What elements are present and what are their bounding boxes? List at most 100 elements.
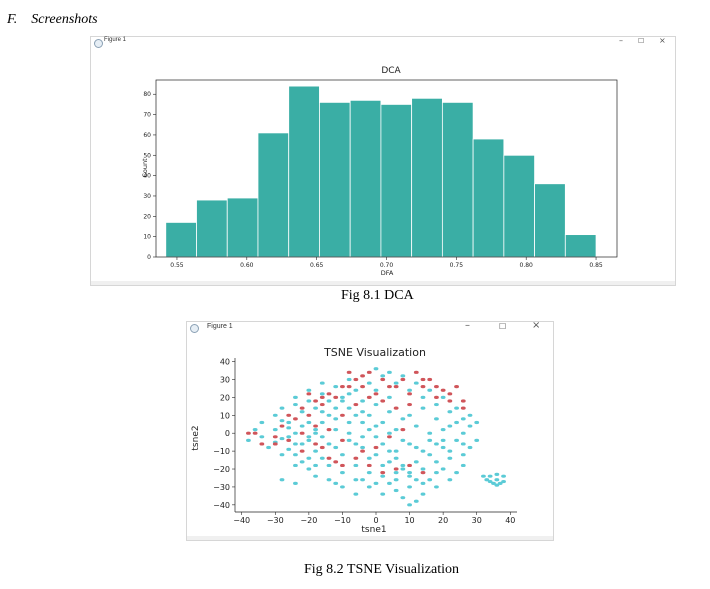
- scatter-point-cluster-a: [340, 395, 345, 399]
- scatter-point-cluster-b: [413, 370, 419, 374]
- scatter-point-cluster-a: [259, 435, 265, 439]
- scatter-point-cluster-a: [393, 428, 399, 432]
- scatter-point-cluster-a: [400, 463, 406, 468]
- scatter-point-cluster-a: [407, 474, 412, 478]
- scatter-point-cluster-a: [467, 413, 473, 417]
- scatter-point-cluster-b: [407, 392, 412, 396]
- section-heading: F. Screenshots: [7, 12, 98, 28]
- scatter-point-cluster-b: [313, 442, 318, 446]
- scatter-point-cluster-b: [279, 424, 285, 428]
- scatter-point-cluster-a: [293, 453, 298, 457]
- scatter-point-cluster-a: [293, 431, 298, 435]
- scatter-point-cluster-a: [393, 456, 399, 460]
- y-tick-label: 10: [143, 234, 151, 241]
- scatter-point-cluster-b: [393, 385, 399, 389]
- x-tick-label: 20: [438, 516, 448, 525]
- minimize-icon[interactable]: –: [465, 320, 470, 331]
- scatter-point-cluster-a: [353, 492, 359, 496]
- y-tick-label: 0: [147, 254, 151, 261]
- scatter-point-cluster-a: [427, 453, 433, 457]
- window-titlebar: Figure 1 – ☐ ×: [91, 36, 675, 49]
- scatter-point-cluster-a: [346, 377, 352, 382]
- scatter-point-cluster-a: [252, 428, 258, 432]
- scatter-point-cluster-a: [407, 471, 412, 475]
- scatter-point-cluster-b: [447, 399, 453, 403]
- scatter-point-cluster-a: [460, 431, 466, 435]
- y-axis-label: tsne2: [191, 425, 201, 450]
- scatter-point-cluster-a: [427, 438, 433, 442]
- scatter-point-cluster-a: [299, 442, 305, 446]
- scatter-point-cluster-a: [447, 449, 453, 453]
- scatter-point-cluster-a: [333, 428, 339, 432]
- histogram-bar: [472, 138, 505, 258]
- scatter-point-cluster-a: [494, 472, 500, 476]
- scatter-point-cluster-b: [333, 395, 339, 399]
- scatter-point-cluster-a: [420, 467, 426, 471]
- scatter-point-cluster-a: [393, 471, 399, 475]
- scatter-point-cluster-b: [373, 445, 379, 450]
- scatter-point-cluster-b: [299, 449, 305, 453]
- scatter-point-cluster-a: [366, 485, 372, 489]
- close-icon[interactable]: ×: [532, 320, 541, 331]
- scatter-point-cluster-a: [299, 424, 305, 428]
- scatter-point-cluster-b: [272, 442, 278, 446]
- scatter-point-cluster-b: [299, 431, 305, 435]
- scatter-point-cluster-a: [319, 381, 325, 385]
- close-icon[interactable]: ×: [659, 36, 666, 45]
- y-tick-label: 50: [143, 152, 151, 159]
- x-tick-label: −30: [267, 516, 284, 525]
- scatter-point-cluster-a: [306, 456, 312, 460]
- scatter-point-cluster-a: [387, 410, 392, 414]
- scatter-point-cluster-b: [319, 445, 325, 450]
- dca-histogram: DCA 0.55 0.60 0.65 0.70 0.75 0.80 0.85 0 10 20 30…: [141, 66, 618, 277]
- maximize-icon[interactable]: ☐: [638, 37, 645, 45]
- scatter-point-cluster-a: [467, 424, 473, 428]
- scatter-point-cluster-a: [420, 481, 426, 485]
- x-tick-label: 0.65: [310, 262, 324, 269]
- scatter-point-cluster-b: [340, 463, 345, 468]
- y-tick-label: −10: [213, 447, 230, 456]
- scatter-point-cluster-a: [393, 488, 399, 493]
- tsne-scatter: TSNE Visualization −40 −30 −20 −10 0 10 20 30 40…: [191, 346, 517, 535]
- scatter-point-cluster-b: [326, 456, 332, 460]
- histogram-bar: [411, 97, 443, 258]
- scatter-point-cluster-a: [454, 438, 459, 442]
- histogram-bar: [288, 85, 320, 258]
- scatter-point-cluster-b: [380, 399, 386, 403]
- scatter-point-cluster-b: [387, 435, 392, 439]
- scatter-point-cluster-a: [286, 426, 292, 430]
- scatter-point-cluster-a: [293, 402, 298, 407]
- scatter-point-cluster-b: [440, 388, 446, 392]
- scatter-point-cluster-a: [306, 420, 312, 425]
- minimize-icon[interactable]: –: [619, 36, 623, 45]
- scatter-point-cluster-b: [434, 385, 439, 389]
- scatter-point-cluster-a: [380, 374, 386, 378]
- scatter-point-cluster-b: [447, 392, 453, 396]
- histogram-bar: [319, 101, 351, 258]
- scatter-point-cluster-a: [407, 442, 412, 446]
- section-title: Screenshots: [31, 12, 98, 27]
- scatter-point-cluster-a: [393, 478, 399, 482]
- scatter-point-cluster-b: [454, 385, 459, 389]
- scatter-point-cluster-a: [460, 463, 466, 468]
- scatter-point-cluster-a: [272, 413, 278, 417]
- scatter-point-cluster-a: [259, 420, 265, 425]
- histogram-bar: [503, 154, 535, 258]
- scatter-point-cluster-a: [440, 395, 446, 399]
- scatter-point-cluster-a: [387, 460, 392, 464]
- y-tick-label: 30: [220, 375, 230, 384]
- scatter-point-cluster-b: [366, 370, 372, 374]
- scatter-point-cluster-a: [346, 392, 352, 396]
- scatter-point-cluster-b: [360, 385, 365, 389]
- scatter-point-cluster-b: [353, 456, 359, 460]
- scatter-point-cluster-a: [413, 478, 419, 482]
- status-strip: [91, 281, 675, 285]
- scatter-point-cluster-a: [306, 438, 312, 442]
- scatter-point-cluster-a: [474, 438, 480, 442]
- histogram-bar: [534, 183, 566, 258]
- scatter-point-cluster-a: [313, 431, 318, 435]
- scatter-point-cluster-a: [380, 474, 386, 478]
- scatter-point-cluster-b: [360, 374, 365, 378]
- maximize-icon[interactable]: ☐: [499, 322, 507, 331]
- x-tick-label: 0.70: [380, 262, 394, 269]
